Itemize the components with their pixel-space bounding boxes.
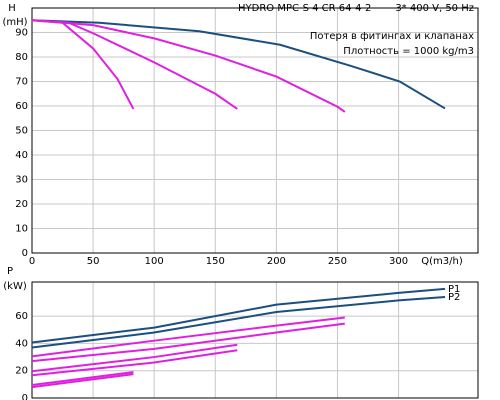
- y-tick-label: 20: [15, 199, 28, 210]
- y-tick-label: 50: [15, 126, 28, 137]
- x-tick-label: 150: [206, 256, 225, 267]
- y-tick-label: 40: [15, 150, 28, 161]
- y-tick-label: 70: [15, 77, 28, 88]
- annotation: Потеря в фитингах и клапанах: [310, 31, 474, 42]
- curve: [31, 373, 134, 389]
- x-tick-label: 200: [267, 256, 286, 267]
- y-tick-label: 0: [22, 248, 28, 259]
- curve: [31, 19, 446, 110]
- y-tick-label: 20: [15, 366, 28, 377]
- chart-title: HYDRO MPC-S 4 CR 64-4-2: [238, 3, 371, 14]
- y-tick-label: 90: [15, 28, 28, 39]
- head-plot-frame: [31, 7, 479, 254]
- curve: [31, 343, 238, 373]
- x-tick-label: 0: [29, 256, 35, 267]
- curve: [31, 316, 345, 358]
- x-tick-label: 100: [145, 256, 164, 267]
- y-tick-label: 80: [15, 52, 28, 63]
- series-label: P1: [448, 284, 460, 295]
- y-axis-unit: (kW): [3, 281, 27, 292]
- y-tick-label: 0: [22, 393, 28, 400]
- curve: [31, 371, 134, 387]
- curve: [31, 19, 135, 110]
- chart-subtitle: 3* 400 V, 50 Hz: [395, 3, 474, 14]
- curve: [31, 19, 346, 113]
- curve: [31, 322, 345, 363]
- y-tick-label: 60: [15, 101, 28, 112]
- x-tick-label: 250: [328, 256, 347, 267]
- y-tick-label: 10: [15, 224, 28, 235]
- x-tick-label: 300: [389, 256, 408, 267]
- x-tick-label: 50: [87, 256, 100, 267]
- y-axis-label: P: [7, 266, 13, 277]
- power-plot-frame: [31, 281, 479, 399]
- curve: [31, 349, 238, 377]
- curve: [31, 287, 446, 344]
- x-axis-label: Q(m3/h): [421, 256, 463, 267]
- y-axis-label: H: [8, 3, 16, 14]
- curve: [31, 296, 446, 349]
- annotation: Плотность = 1000 kg/m3: [343, 46, 474, 57]
- y-tick-label: 30: [15, 175, 28, 186]
- y-tick-label: 60: [15, 311, 28, 322]
- y-tick-label: 40: [15, 338, 28, 349]
- series-label: P2: [448, 292, 460, 303]
- y-axis-unit: (mH): [2, 17, 27, 28]
